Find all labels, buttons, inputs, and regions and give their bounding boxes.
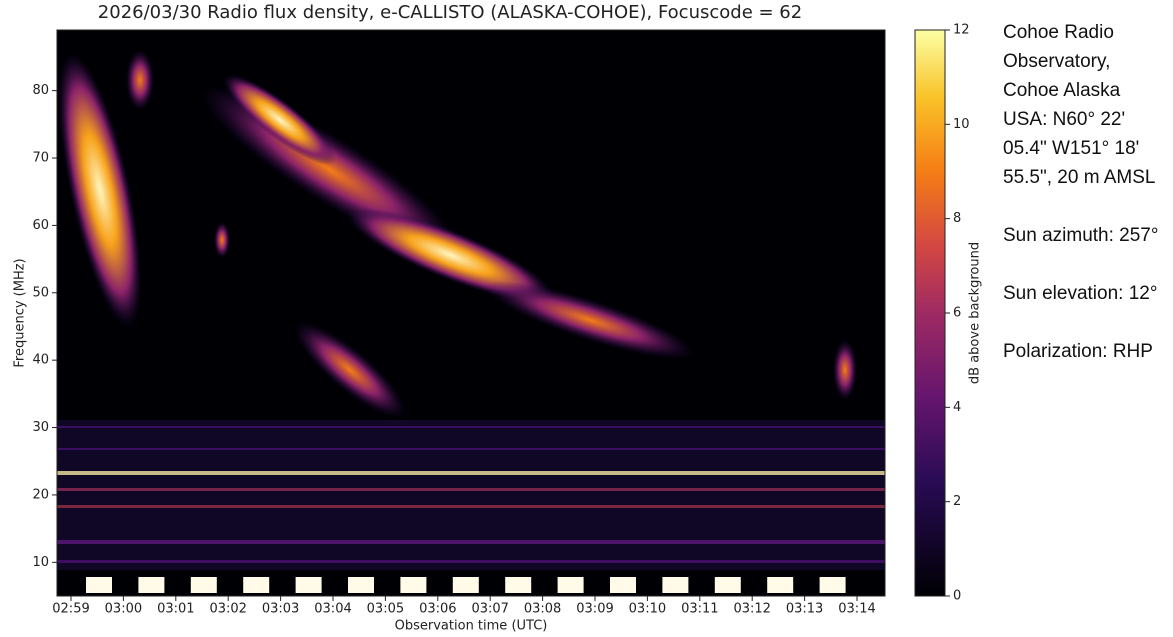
chart: 2026/03/30 Radio flux density, e-CALLIST…	[13, 2, 983, 634]
chart-title: 2026/03/30 Radio flux density, e-CALLIST…	[98, 2, 802, 23]
calibration-block	[452, 577, 479, 593]
y-tick-label: 20	[32, 487, 49, 502]
colorbar-tick-label: 4	[953, 400, 961, 415]
colorbar-tick-label: 0	[953, 589, 961, 604]
calibration-block	[348, 577, 374, 593]
x-tick-label: 03:13	[786, 602, 823, 617]
calibration-block	[243, 577, 270, 593]
y-tick-label: 80	[32, 83, 49, 98]
x-tick-label: 03:14	[838, 602, 875, 617]
calibration-block	[557, 577, 584, 593]
x-tick-label: 03:11	[681, 602, 718, 617]
x-tick-label: 03:01	[157, 602, 194, 617]
colorbar-tick-label: 10	[953, 117, 970, 132]
colorbar-tick-label: 6	[953, 306, 961, 321]
y-tick-label: 40	[32, 353, 49, 368]
x-tick-label: 03:08	[524, 602, 561, 617]
spectrogram-image	[57, 50, 885, 570]
calibration-block	[190, 577, 217, 593]
x-axis-label: Observation time (UTC)	[395, 619, 548, 634]
x-tick-label: 03:05	[367, 602, 404, 617]
calibration-block	[662, 577, 689, 593]
colorbar-tick-label: 2	[953, 494, 961, 509]
y-axis-label: Frequency (MHz)	[13, 258, 28, 367]
y-tick-label: 30	[32, 420, 49, 435]
calibration-block	[295, 577, 322, 593]
calibration-block	[138, 577, 165, 593]
calibration-block	[505, 577, 532, 593]
calibration-blocks	[86, 577, 846, 593]
calibration-block	[86, 577, 112, 593]
x-tick-label: 02:59	[52, 602, 89, 617]
x-tick-label: 03:00	[105, 602, 142, 617]
colorbar-tick-label: 12	[953, 23, 970, 38]
x-tick-label: 03:09	[576, 602, 613, 617]
plot-frame	[56, 29, 886, 597]
calibration-block	[610, 577, 636, 593]
x-tick-label: 03:03	[262, 602, 299, 617]
y-tick-label: 10	[32, 555, 49, 570]
info-line: Sun azimuth: 257°	[1003, 225, 1159, 246]
x-tick-label: 03:07	[471, 602, 508, 617]
info-line: Sun elevation: 12°	[1003, 283, 1158, 304]
station-info: Cohoe Radio Observatory, Cohoe Alaska US…	[1003, 18, 1163, 395]
y-tick-label: 70	[32, 151, 49, 166]
calibration-block	[400, 577, 427, 593]
calibration-block	[819, 577, 846, 593]
info-line: Cohoe Radio Observatory, Cohoe Alaska US…	[1003, 22, 1156, 188]
calibration-block	[767, 577, 794, 593]
x-tick-label: 03:02	[209, 602, 246, 617]
x-tick-label: 03:06	[419, 602, 456, 617]
y-tick-label: 50	[32, 285, 49, 300]
colorbar-tick-label: 8	[953, 211, 961, 226]
y-tick-label: 60	[32, 218, 49, 233]
colorbar	[914, 29, 946, 597]
colorbar-label: dB above background	[968, 242, 983, 384]
info-line: Polarization: RHP	[1003, 341, 1153, 362]
x-tick-label: 03:04	[314, 602, 351, 617]
x-tick-label: 03:12	[733, 602, 770, 617]
calibration-block	[714, 577, 741, 593]
x-tick-label: 03:10	[629, 602, 666, 617]
